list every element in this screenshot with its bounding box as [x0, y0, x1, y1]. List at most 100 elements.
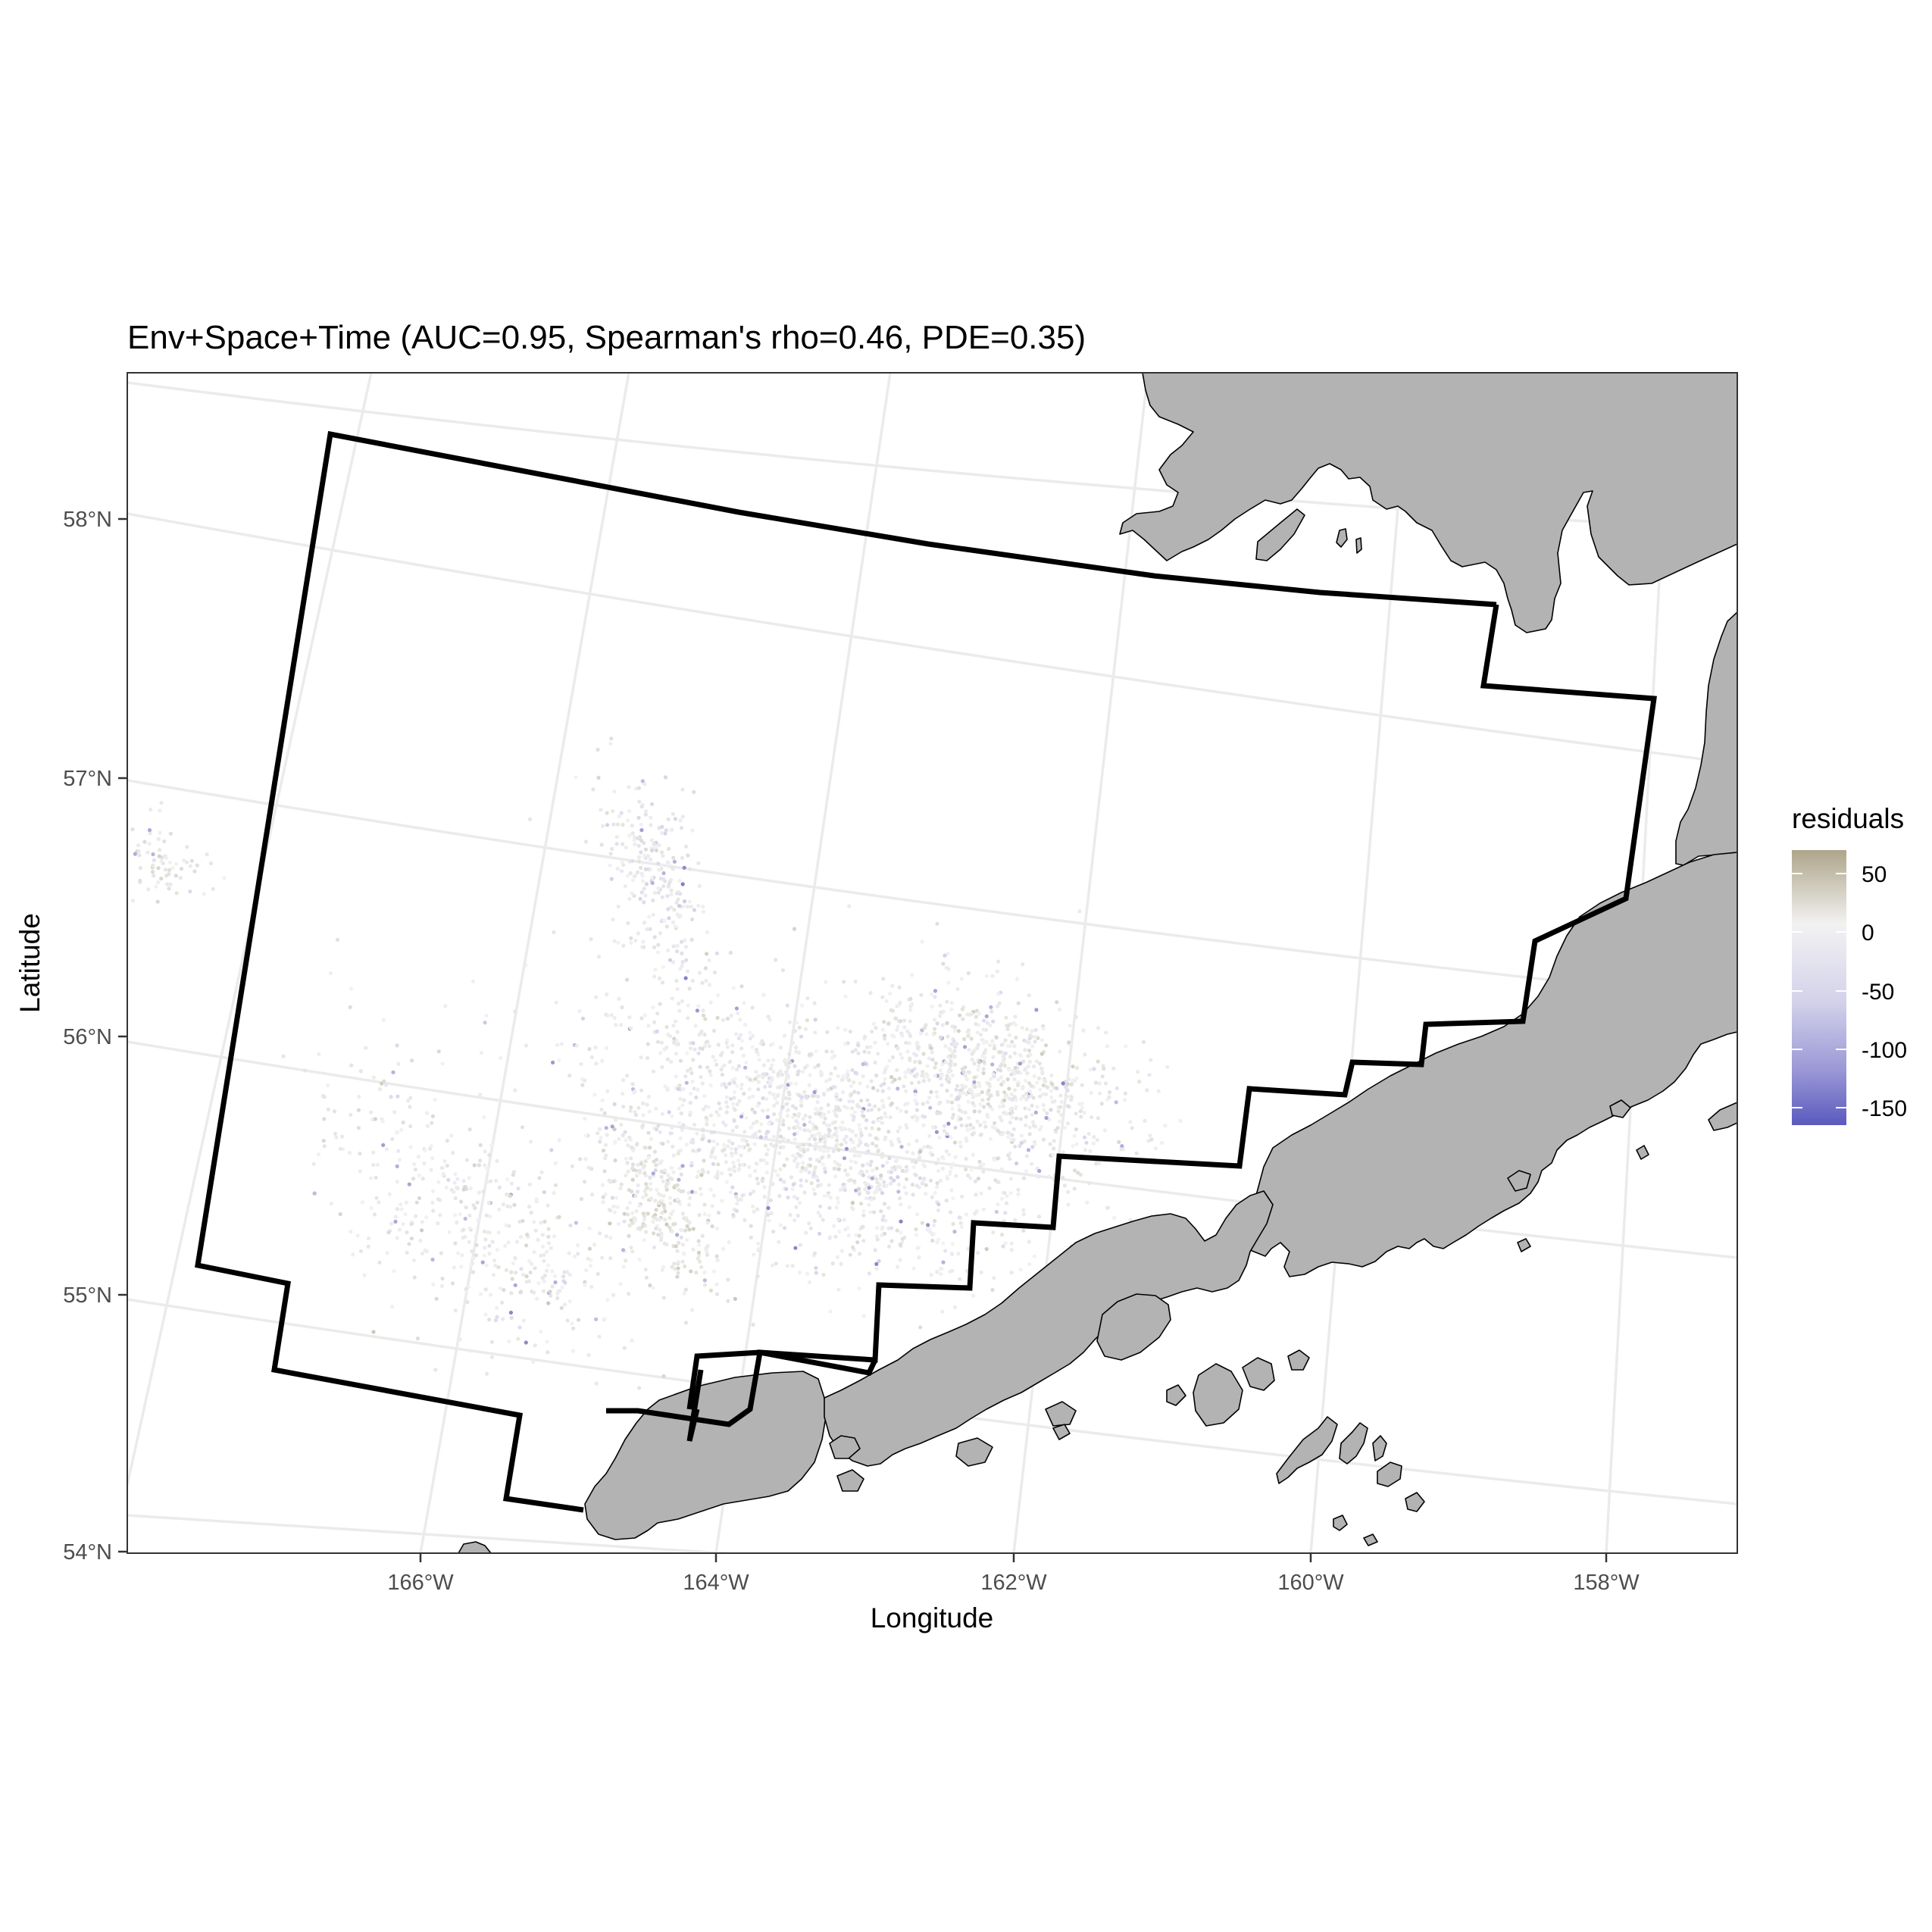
residual-point	[1123, 1091, 1127, 1096]
residual-point	[621, 1265, 626, 1269]
residual-point	[678, 1148, 683, 1152]
residual-point	[640, 945, 645, 949]
residual-point	[937, 1136, 942, 1140]
residual-point	[950, 1051, 955, 1055]
residual-point	[651, 912, 655, 917]
residual-point	[625, 1074, 630, 1078]
residual-point	[792, 1218, 797, 1223]
residual-point	[873, 1040, 877, 1045]
residual-point	[589, 1284, 594, 1289]
residual-point	[677, 1002, 681, 1006]
residual-point	[608, 1236, 613, 1240]
residual-point	[881, 977, 886, 981]
residual-point	[882, 1081, 886, 1086]
residual-point	[1103, 1081, 1108, 1086]
residual-point	[793, 1049, 799, 1054]
residual-point	[927, 1078, 931, 1083]
residual-point	[508, 1310, 514, 1315]
residual-point	[614, 1196, 618, 1200]
residual-point	[1111, 1066, 1116, 1071]
residual-point	[1012, 1044, 1017, 1049]
residual-point	[957, 1215, 961, 1220]
residual-point	[1033, 1035, 1038, 1039]
residual-point	[476, 1218, 480, 1222]
residual-point	[684, 1143, 689, 1147]
residual-point	[936, 1202, 941, 1207]
residual-point	[857, 1105, 862, 1109]
residual-point	[785, 1264, 789, 1268]
residual-point	[721, 1120, 726, 1125]
residual-point	[830, 1261, 835, 1266]
residual-point	[924, 1192, 928, 1196]
residual-point	[808, 1114, 812, 1120]
residual-point	[665, 1178, 670, 1183]
residual-point	[899, 1219, 903, 1224]
residual-point	[626, 921, 630, 925]
residual-point	[730, 1043, 735, 1048]
residual-point	[903, 1102, 908, 1107]
residual-point	[602, 1111, 607, 1115]
residual-point	[964, 1077, 969, 1082]
residual-point	[433, 1368, 438, 1372]
residual-point	[864, 1126, 868, 1130]
residual-point	[858, 1136, 862, 1141]
residual-point	[192, 869, 197, 874]
residual-point	[880, 1121, 884, 1125]
residual-point	[624, 1258, 628, 1263]
residual-point	[772, 1103, 777, 1108]
residual-point	[1018, 1061, 1022, 1066]
residual-point	[941, 1009, 946, 1014]
residual-point	[915, 1116, 920, 1121]
residual-point	[863, 1180, 868, 1185]
residual-point	[411, 1258, 417, 1262]
residual-point	[992, 1043, 996, 1048]
residual-point	[896, 1046, 900, 1051]
residual-point	[552, 930, 556, 934]
residual-point	[375, 1162, 380, 1167]
residual-point	[1149, 1058, 1153, 1062]
residual-point	[984, 1014, 989, 1018]
residual-point	[1102, 1066, 1106, 1071]
residual-point	[648, 1283, 652, 1288]
residual-point	[417, 1196, 422, 1200]
residual-point	[1019, 1054, 1024, 1058]
residual-point	[1009, 1271, 1014, 1275]
residual-point	[507, 1339, 511, 1344]
residual-point	[950, 1115, 955, 1120]
residual-point	[675, 1183, 680, 1187]
residual-point	[852, 1114, 856, 1119]
residual-point	[823, 1116, 827, 1121]
residual-point	[605, 823, 610, 827]
residual-point	[856, 1090, 861, 1095]
residual-point	[371, 1150, 376, 1155]
residual-point	[875, 1180, 880, 1185]
residual-point	[650, 880, 655, 886]
residual-point	[805, 1271, 810, 1276]
residual-point	[768, 1198, 773, 1202]
residual-point	[971, 1095, 975, 1099]
land-masses	[458, 373, 1737, 1553]
residual-point	[1027, 1081, 1032, 1086]
residual-point	[961, 1070, 966, 1074]
residual-point	[804, 1179, 808, 1183]
residual-point	[1093, 1161, 1099, 1166]
residual-point	[671, 1170, 676, 1174]
residual-point	[695, 1131, 699, 1136]
residual-point	[831, 1149, 836, 1154]
residual-point	[733, 1147, 738, 1152]
residual-point	[630, 1221, 635, 1225]
residual-point	[501, 1317, 505, 1321]
residual-point	[608, 1256, 613, 1261]
residual-point	[990, 974, 995, 978]
residual-point	[540, 1276, 545, 1280]
residual-point	[720, 1083, 724, 1087]
residual-point	[549, 1148, 554, 1152]
residual-point	[846, 1226, 850, 1230]
residual-point	[834, 1114, 839, 1118]
residual-point	[974, 1209, 979, 1214]
residual-point	[712, 1130, 717, 1134]
residual-point	[881, 1105, 886, 1109]
residual-point	[430, 1200, 435, 1205]
residual-point	[827, 1131, 831, 1136]
residual-point	[843, 1042, 848, 1046]
